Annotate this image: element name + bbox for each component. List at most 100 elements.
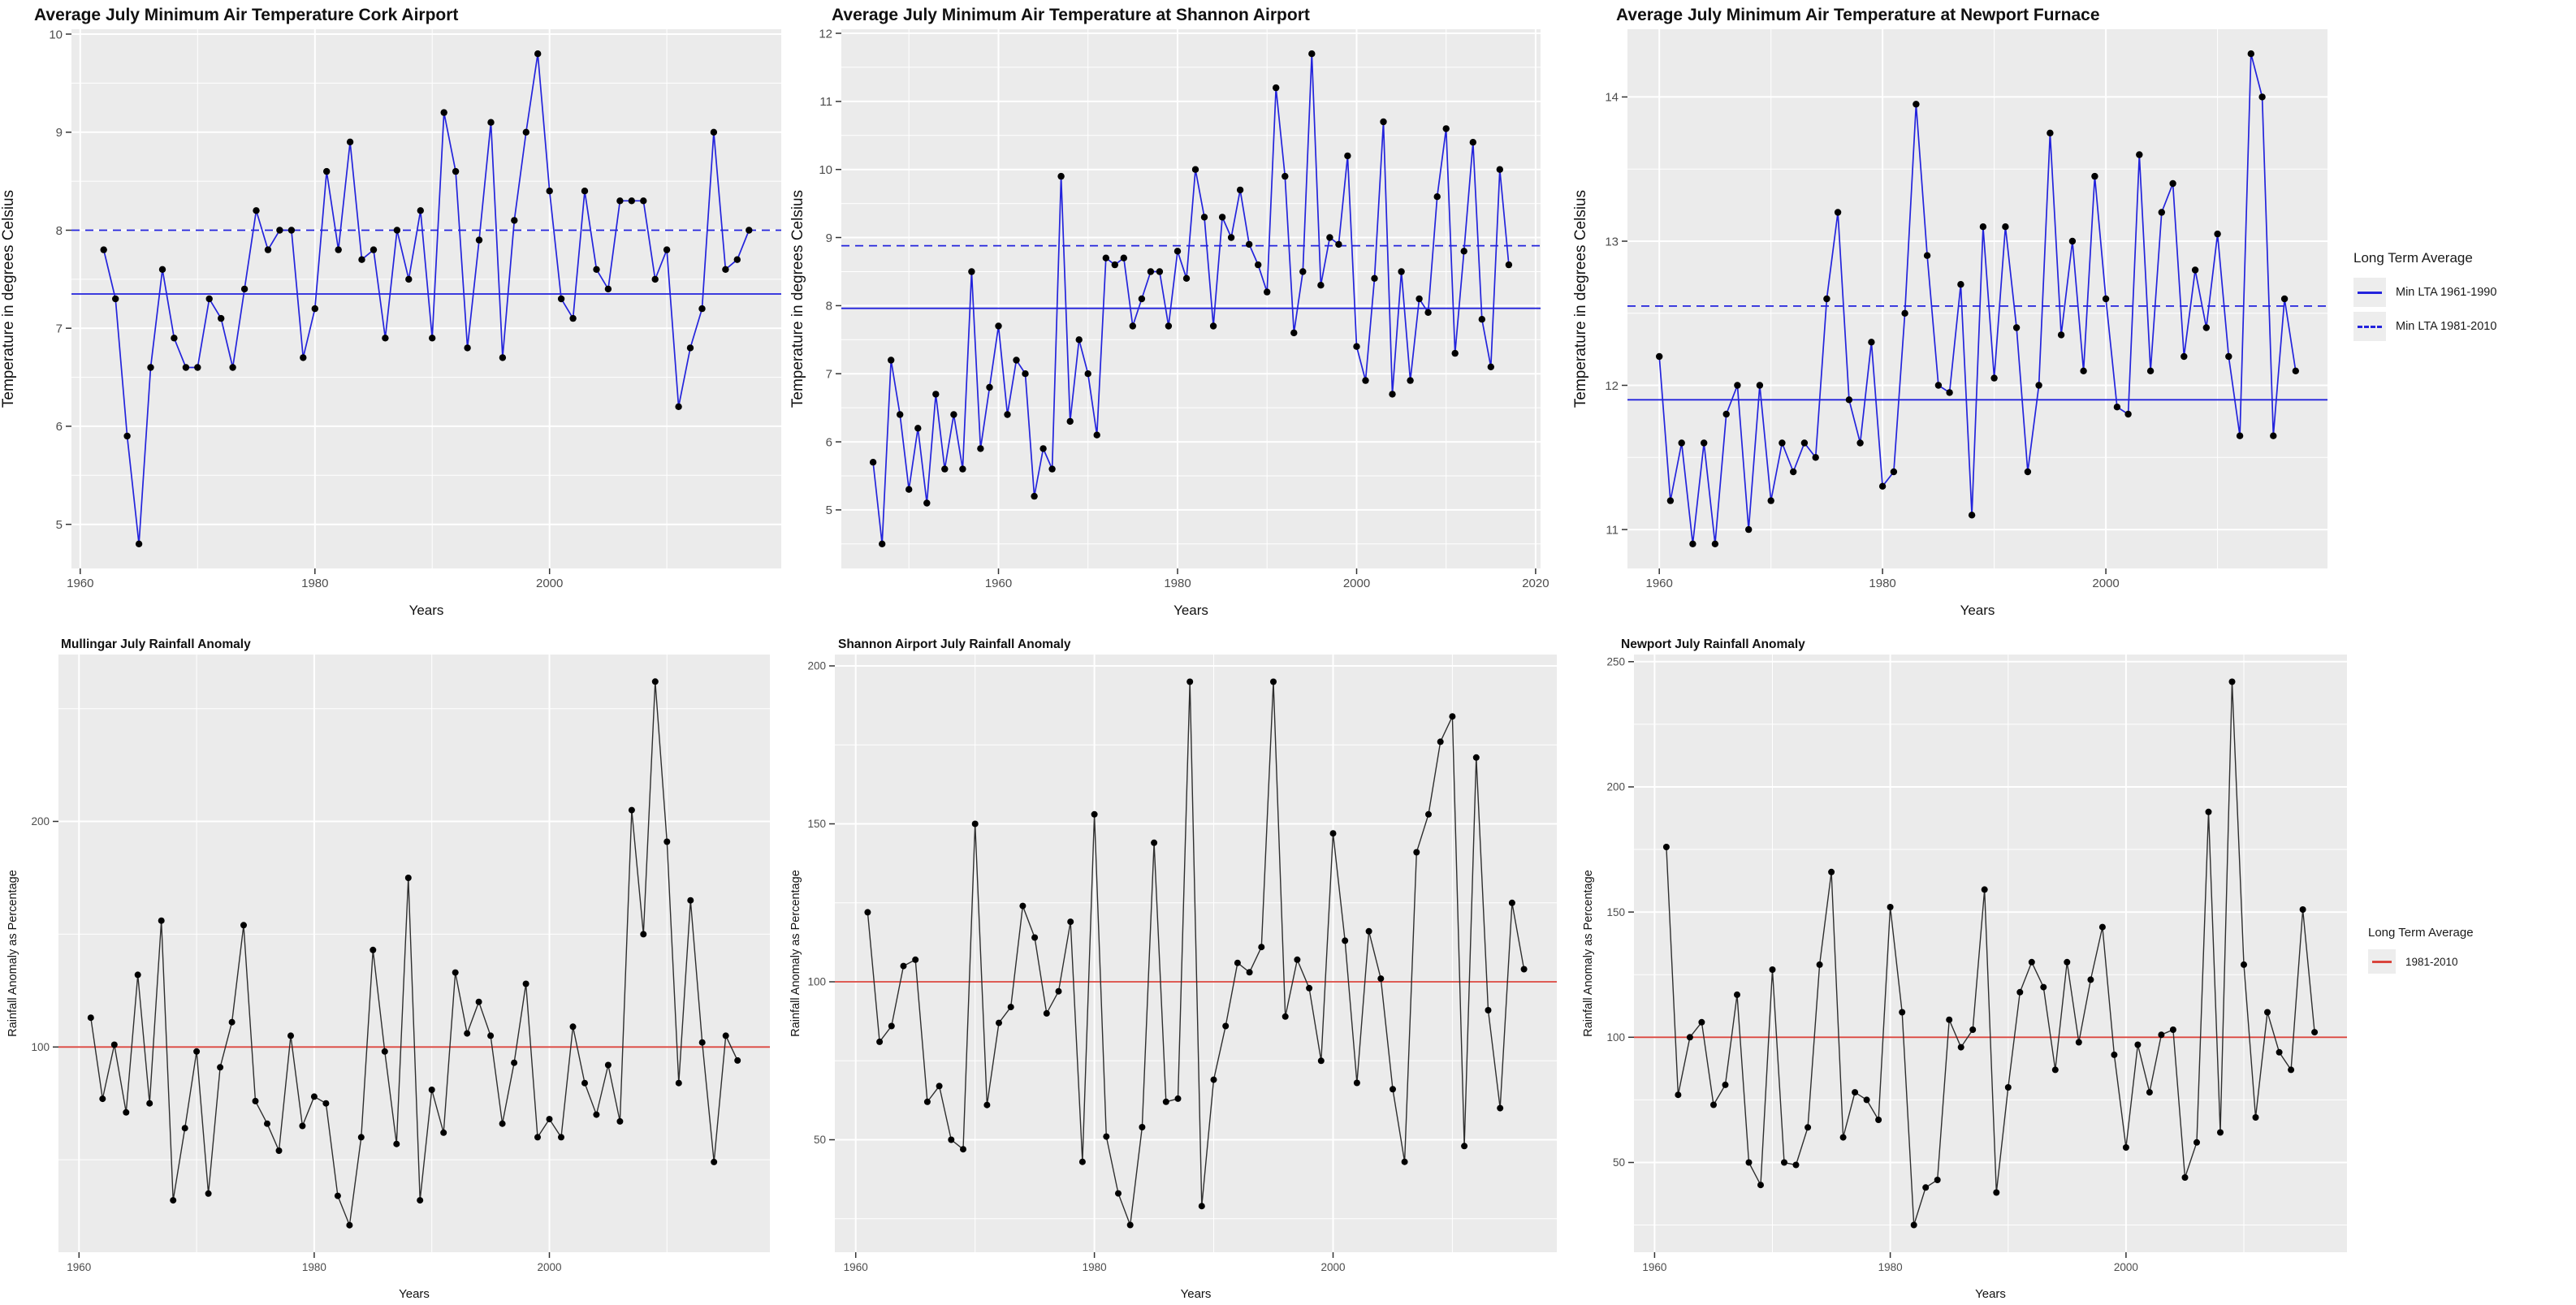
shannon-temperature-chart: 1960 1980 2000 2020 5 6 7 8 9 10 11 12 Years Temperat… <box>789 6 1549 618</box>
x-tick-label: 2000 <box>2092 577 2119 590</box>
panel-bg <box>841 29 1541 568</box>
y-tick-label: 100 <box>807 976 826 988</box>
x-axis-label: Years <box>409 603 444 618</box>
x-axis-label: Years <box>1181 1287 1212 1301</box>
y-tick-label: 14 <box>1605 91 1619 105</box>
legend-item-min-lta-1981-2010: Min LTA 1981-2010 <box>2353 312 2496 341</box>
y-tick-label: 10 <box>819 163 832 177</box>
y-tick-label: 9 <box>56 126 63 140</box>
y-tick-label: 6 <box>826 435 832 449</box>
x-tick-label: 1960 <box>1646 577 1673 590</box>
x-tick-label: 2000 <box>1320 1261 1345 1273</box>
y-tick-label: 100 <box>1606 1031 1625 1044</box>
y-tick-label: 11 <box>1606 523 1619 537</box>
y-tick-label: 200 <box>31 815 50 828</box>
x-tick-label: 2020 <box>1522 577 1549 590</box>
x-tick-label: 1960 <box>67 577 93 590</box>
legend-long-term-average-temperature: Long Term Average Min LTA 1961-1990 Min … <box>2353 250 2497 346</box>
x-tick-label: 1980 <box>1164 577 1191 590</box>
y-tick-label: 8 <box>826 300 832 313</box>
legend-item-label: Min LTA 1981-2010 <box>2396 320 2497 333</box>
newport-temperature-chart: 1960 1980 2000 11 12 13 14 Years Temperature in … <box>1572 6 2327 618</box>
legend-item-label: Min LTA 1961-1990 <box>2396 286 2497 299</box>
x-axis-label: Years <box>1173 603 1208 618</box>
panel-bg <box>1627 29 2327 568</box>
panel-bg <box>1634 655 2347 1252</box>
x-tick-label: 1980 <box>301 577 328 590</box>
chart-title: Newport July Rainfall Anomaly <box>1621 637 1805 651</box>
y-tick-label: 10 <box>49 28 63 41</box>
x-axis-label: Years <box>399 1287 430 1301</box>
legend-item-label: 1981-2010 <box>2405 955 2458 968</box>
newport-rainfall-chart: 1960 1980 2000 50 100 150 200 250 Years Rainfall … <box>1582 637 2347 1301</box>
x-tick-label: 1960 <box>1642 1261 1666 1273</box>
data-points <box>87 678 741 1229</box>
x-tick-label: 1960 <box>985 577 1012 590</box>
y-axis-label: Rainfall Anomaly as Percentage <box>1582 870 1595 1037</box>
chart-title: Shannon Airport July Rainfall Anomaly <box>838 637 1071 651</box>
y-tick-label: 50 <box>1613 1156 1625 1169</box>
x-tick-label: 1980 <box>302 1261 326 1273</box>
panel-bg <box>58 655 770 1252</box>
legend-key <box>2353 278 2386 307</box>
y-axis-label: Temperature in degrees Celsius <box>0 190 17 408</box>
y-tick-label: 7 <box>56 322 63 335</box>
x-axis-label: Years <box>1975 1287 2006 1301</box>
y-tick-label: 200 <box>1606 781 1625 793</box>
solid-blue-line-icon <box>2358 291 2382 294</box>
data-points <box>869 50 1513 547</box>
y-tick-label: 200 <box>807 660 826 672</box>
x-tick-label: 2000 <box>2114 1261 2138 1273</box>
y-tick-label: 13 <box>1605 235 1619 248</box>
mullingar-rainfall-chart: 1960 1980 2000 100 200 Years Rainfall Anomaly … <box>6 637 770 1301</box>
y-tick-label: 250 <box>1606 656 1625 668</box>
chart-title: Mullingar July Rainfall Anomaly <box>61 637 251 651</box>
y-tick-label: 100 <box>31 1041 50 1053</box>
legend-key <box>2368 949 2396 974</box>
y-tick-label: 50 <box>814 1134 826 1146</box>
x-tick-label: 1960 <box>844 1261 868 1273</box>
y-tick-label: 9 <box>826 231 832 245</box>
y-tick-label: 8 <box>56 224 63 238</box>
chart-title: Average July Minimum Air Temperature at … <box>832 6 1310 24</box>
series-line <box>872 54 1510 544</box>
series-line <box>90 681 738 1228</box>
x-tick-label: 1980 <box>1083 1261 1107 1273</box>
series-line <box>867 681 1525 1225</box>
legend-item-1981-2010: 1981-2010 <box>2368 949 2474 974</box>
cork-temperature-chart: 1960 1980 2000 5 6 7 8 9 10 Years Temperature in d… <box>0 6 781 618</box>
y-tick-label: 12 <box>1605 379 1619 393</box>
y-tick-label: 150 <box>807 818 826 830</box>
data-points <box>864 678 1528 1229</box>
shannon-rainfall-chart: 1960 1980 2000 50 100 150 200 Years Rainfall Ano… <box>789 637 1557 1301</box>
dashed-blue-line-icon <box>2358 325 2382 328</box>
chart-title: Average July Minimum Air Temperature at … <box>1616 6 2100 24</box>
data-points <box>1656 50 2299 547</box>
legend-long-term-average-rainfall: Long Term Average 1981-2010 <box>2368 926 2474 979</box>
series-line <box>1666 681 2315 1225</box>
legend-key <box>2353 312 2386 341</box>
y-tick-label: 150 <box>1606 906 1625 918</box>
legend-title: Long Term Average <box>2368 926 2474 940</box>
panel-bg <box>71 29 781 568</box>
x-tick-label: 1960 <box>67 1261 91 1273</box>
x-axis-label: Years <box>1960 603 1995 618</box>
data-points <box>100 50 753 547</box>
x-tick-label: 1980 <box>1869 577 1895 590</box>
y-axis-label: Rainfall Anomaly as Percentage <box>789 870 802 1037</box>
x-tick-label: 1980 <box>1878 1261 1903 1273</box>
x-tick-label: 2000 <box>1343 577 1370 590</box>
y-tick-label: 5 <box>56 518 63 532</box>
y-axis-label: Temperature in degrees Celsius <box>789 190 806 408</box>
x-tick-label: 2000 <box>536 577 563 590</box>
y-axis-label: Rainfall Anomaly as Percentage <box>6 870 19 1037</box>
y-tick-label: 11 <box>819 95 832 109</box>
y-tick-label: 6 <box>56 420 63 434</box>
series-line <box>1658 53 2297 544</box>
legend-item-min-lta-1961-1990: Min LTA 1961-1990 <box>2353 278 2496 307</box>
chart-title: Average July Minimum Air Temperature Cor… <box>34 6 458 24</box>
y-tick-label: 12 <box>819 27 832 41</box>
solid-red-line-icon <box>2372 960 2392 963</box>
